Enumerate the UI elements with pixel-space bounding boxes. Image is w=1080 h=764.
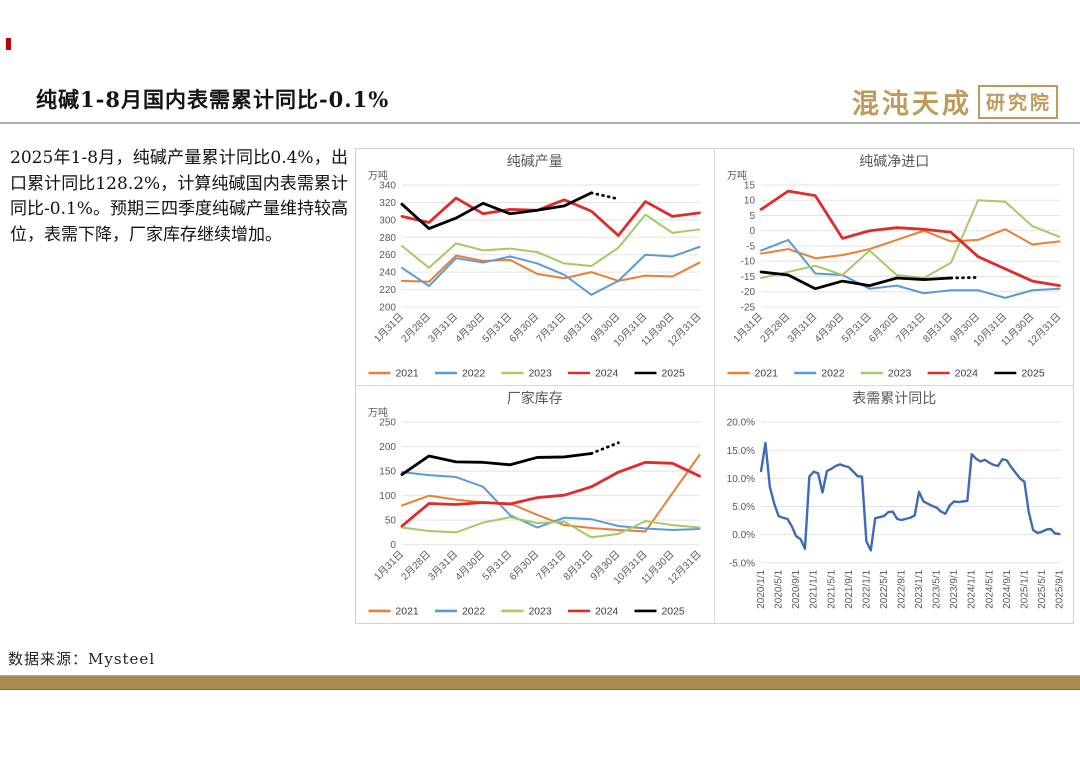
page-title: 纯碱1-8月国内表需累计同比-0.1% [36, 87, 390, 112]
chart-grid: 纯碱产量 万吨 200 220 240 260 280 300 320 340 1月31日 2月28日… [355, 148, 1074, 624]
svg-text:320: 320 [379, 198, 396, 209]
svg-text:2025/1/1: 2025/1/1 [1019, 569, 1030, 608]
svg-text:200: 200 [379, 302, 396, 313]
svg-text:2022: 2022 [462, 605, 485, 617]
svg-text:2023/1/1: 2023/1/1 [914, 569, 925, 608]
chart-soda-ash-production: 纯碱产量 万吨 200 220 240 260 280 300 320 340 1月31日 2月28日… [356, 149, 715, 386]
svg-text:300: 300 [379, 215, 396, 226]
bottom-accent-bar [0, 675, 1080, 690]
svg-text:表需累计同比: 表需累计同比 [852, 390, 936, 406]
chart-soda-ash-net-imports: 纯碱净进口 万吨 -25 -20 -15 -10 -5 0 5 10 15 1月31日 2月28日 3月3… [714, 149, 1073, 386]
svg-text:-5: -5 [746, 242, 755, 253]
svg-text:2021: 2021 [395, 368, 418, 379]
svg-text:220: 220 [379, 285, 396, 296]
svg-text:-15: -15 [740, 272, 755, 283]
svg-text:2025: 2025 [661, 605, 684, 617]
svg-text:100: 100 [379, 491, 396, 502]
svg-text:2024/9/1: 2024/9/1 [1001, 569, 1012, 608]
data-source-label: 数据来源：Mysteel [8, 650, 156, 668]
logo-brand-text: 混沌天成 [851, 89, 972, 120]
svg-text:0: 0 [390, 540, 396, 551]
svg-text:纯碱产量: 纯碱产量 [507, 153, 563, 169]
svg-text:2024/5/1: 2024/5/1 [984, 569, 995, 608]
svg-text:200: 200 [379, 442, 396, 453]
svg-text:2022: 2022 [462, 368, 485, 379]
svg-text:2021/5/1: 2021/5/1 [826, 569, 837, 608]
svg-text:2022/9/1: 2022/9/1 [896, 569, 907, 608]
svg-text:5: 5 [749, 211, 755, 222]
svg-text:2020/9/1: 2020/9/1 [791, 569, 802, 608]
svg-text:2022/5/1: 2022/5/1 [878, 569, 889, 608]
svg-text:2023/5/1: 2023/5/1 [931, 569, 942, 608]
svg-text:-20: -20 [740, 287, 755, 298]
svg-text:万吨: 万吨 [368, 406, 388, 419]
svg-text:2023/9/1: 2023/9/1 [949, 569, 960, 608]
svg-text:-10: -10 [740, 257, 755, 268]
svg-text:2021/1/1: 2021/1/1 [808, 569, 819, 608]
svg-text:5.0%: 5.0% [732, 502, 755, 513]
svg-text:280: 280 [379, 233, 396, 244]
svg-text:0.0%: 0.0% [732, 530, 755, 541]
svg-text:2020/5/1: 2020/5/1 [773, 569, 784, 608]
svg-text:2025: 2025 [661, 368, 684, 379]
commentary-text: 2025年1-8月，纯碱产量累计同比0.4%，出口累计同比128.2%，计算纯碱… [10, 148, 348, 245]
svg-text:2025: 2025 [1021, 368, 1045, 380]
company-logo: 混沌天成 研究院 [852, 82, 1058, 121]
svg-text:万吨: 万吨 [727, 169, 747, 182]
svg-text:2021: 2021 [754, 368, 778, 380]
svg-text:0: 0 [749, 226, 755, 237]
svg-text:2024: 2024 [595, 368, 618, 379]
svg-text:2025/9/1: 2025/9/1 [1054, 569, 1065, 608]
chart-factory-inventory: 厂家库存 万吨 0 50 100 150 200 250 1月31日 2月28日 3月31日 4月30… [356, 386, 715, 623]
svg-text:340: 340 [379, 180, 396, 191]
svg-text:15: 15 [743, 181, 755, 192]
logo-institute-text: 研究院 [977, 84, 1058, 119]
corner-red-mark [6, 38, 11, 50]
svg-text:20.0%: 20.0% [726, 418, 754, 429]
svg-text:2021/9/1: 2021/9/1 [843, 569, 854, 608]
svg-text:2024: 2024 [954, 368, 978, 380]
svg-text:万吨: 万吨 [368, 169, 388, 182]
svg-text:2022: 2022 [821, 368, 845, 380]
svg-text:240: 240 [379, 268, 396, 279]
chart-apparent-demand-yoy: 表需累计同比 -5.0% 0.0% 5.0% 10.0% 15.0% 20.0% 2020/1… [715, 386, 1074, 623]
svg-text:2021: 2021 [395, 605, 418, 617]
svg-text:2025/5/1: 2025/5/1 [1036, 569, 1047, 608]
svg-text:250: 250 [379, 418, 396, 429]
svg-text:2022/1/1: 2022/1/1 [861, 569, 872, 608]
svg-text:厂家库存: 厂家库存 [507, 390, 563, 406]
svg-text:-5.0%: -5.0% [728, 558, 754, 569]
svg-text:10: 10 [743, 196, 755, 207]
svg-text:2023: 2023 [887, 368, 911, 380]
svg-text:2020/1/1: 2020/1/1 [756, 569, 767, 608]
svg-text:260: 260 [379, 250, 396, 261]
svg-text:15.0%: 15.0% [726, 446, 754, 457]
title-divider [0, 122, 1080, 124]
svg-text:-25: -25 [740, 303, 755, 314]
svg-text:150: 150 [379, 467, 396, 478]
svg-text:2023: 2023 [528, 605, 551, 617]
svg-text:2024: 2024 [595, 605, 618, 617]
svg-text:2024/1/1: 2024/1/1 [966, 569, 977, 608]
svg-text:50: 50 [385, 516, 397, 527]
svg-text:2023: 2023 [528, 368, 551, 379]
svg-text:10.0%: 10.0% [726, 474, 754, 485]
svg-text:纯碱净进口: 纯碱净进口 [859, 153, 929, 169]
